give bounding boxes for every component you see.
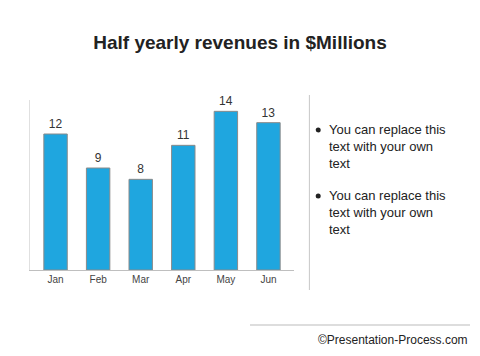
svg-text:8: 8 <box>137 162 144 176</box>
svg-text:13: 13 <box>262 106 276 120</box>
svg-text:11: 11 <box>177 128 190 142</box>
svg-text:Jun: Jun <box>260 274 276 285</box>
svg-text:©Presentation-Process.com: ©Presentation-Process.com <box>318 333 468 347</box>
svg-text:Half yearly revenues in $Milli: Half yearly revenues in $Millions <box>93 32 387 53</box>
svg-text:Jan: Jan <box>47 274 63 285</box>
svg-text:9: 9 <box>95 151 102 165</box>
svg-text:You can replace thistext with: You can replace thistext with your ownte… <box>329 122 446 171</box>
svg-text:Mar: Mar <box>132 274 150 285</box>
svg-text:Apr: Apr <box>176 274 192 285</box>
svg-text:14: 14 <box>219 94 233 108</box>
svg-text:May: May <box>216 274 235 285</box>
svg-text:You can replace thistext with: You can replace thistext with your ownte… <box>329 188 446 237</box>
svg-text:Feb: Feb <box>90 274 108 285</box>
svg-text:12: 12 <box>49 117 63 131</box>
